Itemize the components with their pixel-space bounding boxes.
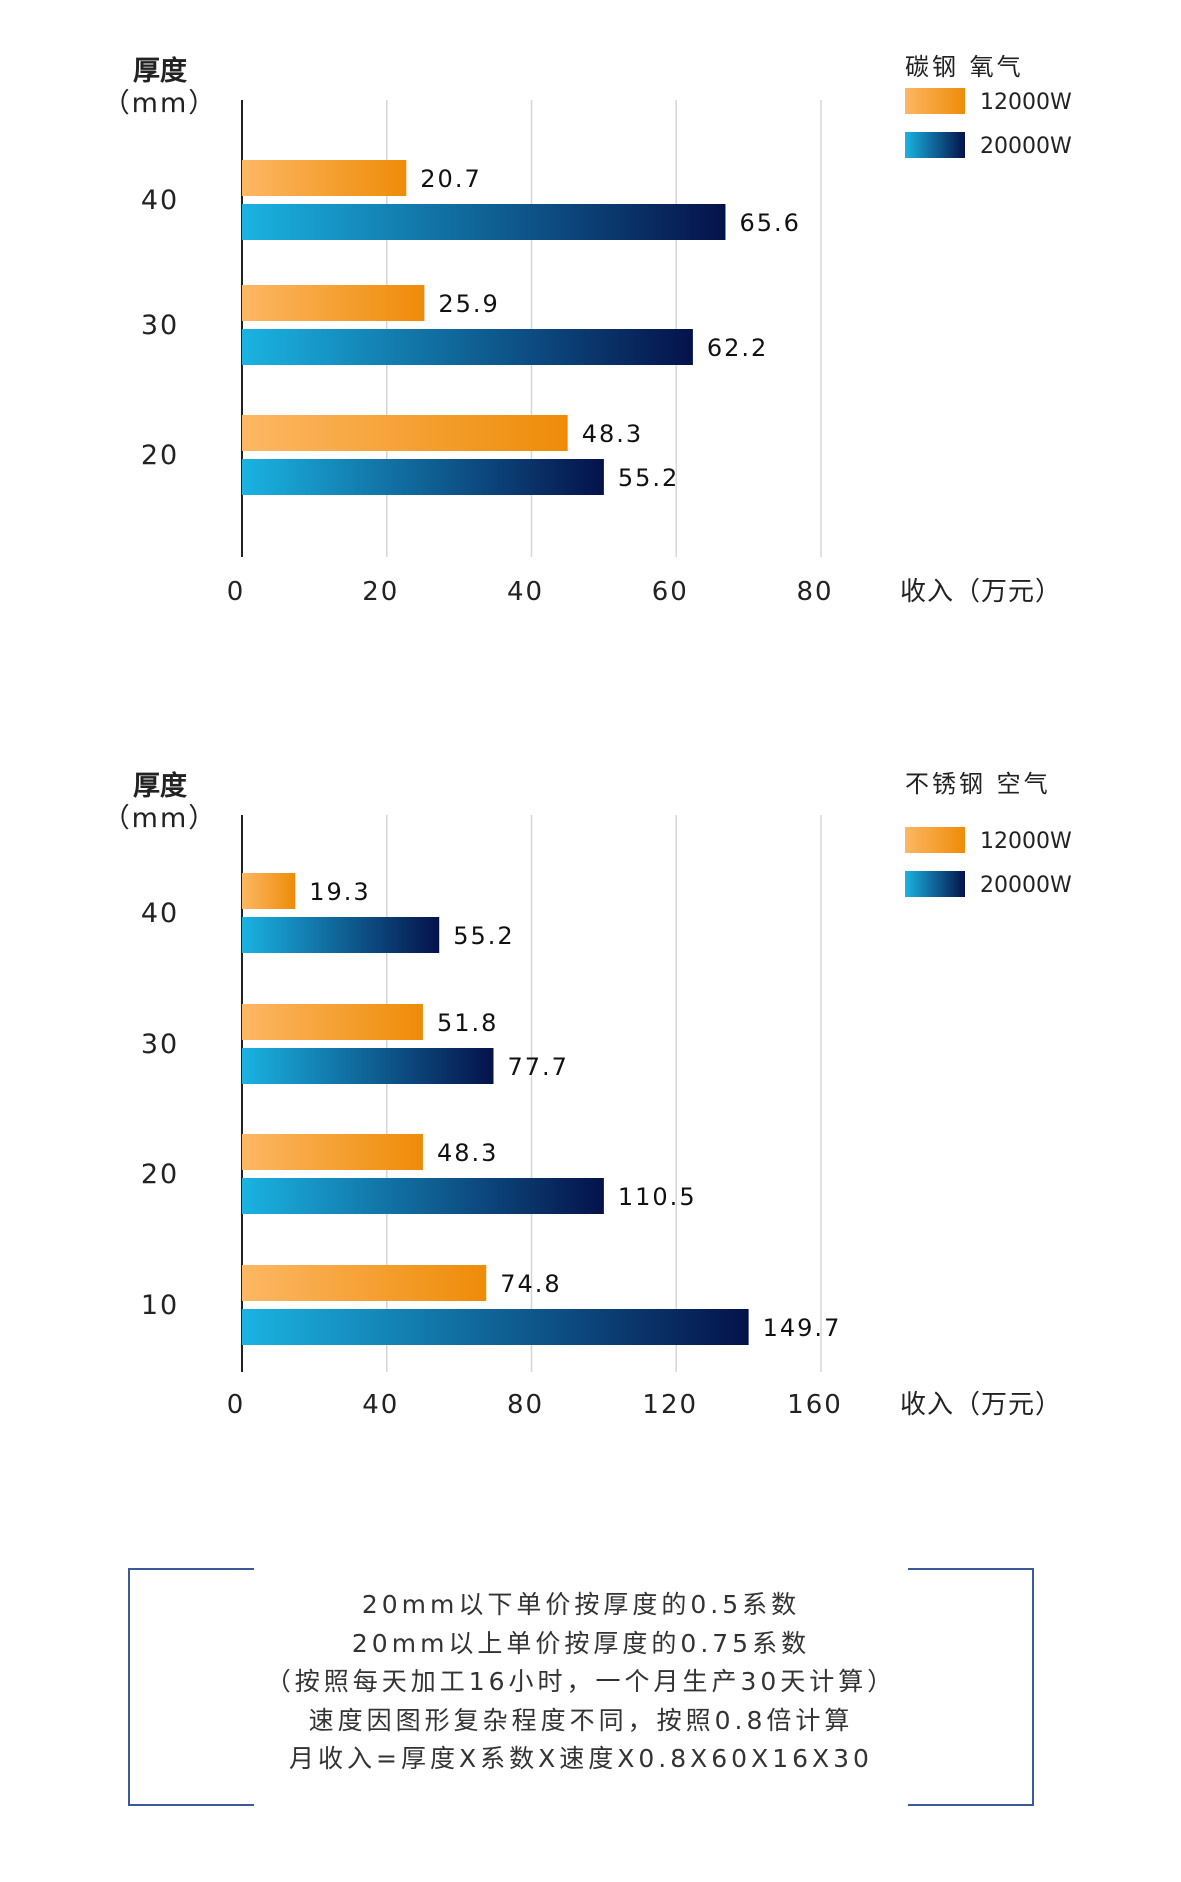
legend-title: 不锈钢 空气 (905, 770, 1051, 798)
note-bracket-right (908, 1568, 1034, 1806)
y-axis-label: 厚度 (133, 770, 187, 802)
data-label: 62.2 (707, 334, 768, 362)
bar-12000W (242, 873, 296, 909)
x-tick-label: 60 (652, 577, 689, 607)
note-line: 20mm以下单价按厚度的0.5系数 (361, 1590, 801, 1619)
x-tick-label: 160 (787, 1390, 843, 1420)
note-line: 速度因图形复杂程度不同，按照0.8倍计算 (308, 1705, 854, 1735)
y-category-label: 20 (141, 1159, 179, 1190)
y-category-label: 30 (141, 1029, 179, 1060)
x-axis-label: 收入（万元） (900, 1390, 1062, 1420)
note-bracket-left (128, 1568, 254, 1806)
data-label: 65.6 (739, 209, 800, 237)
legend-label: 12000W (980, 90, 1072, 115)
chart-carbon-steel: 0 20 40 60 80 收入（万元） 厚度（mm） 40 20.7 65.6 30 25.9 62.… (103, 53, 1072, 607)
x-tick-label: 40 (362, 1390, 399, 1420)
x-tick-label: 80 (796, 577, 833, 607)
data-label: 55.2 (618, 464, 679, 492)
x-tick-label: 80 (507, 1390, 544, 1420)
bar-12000W (242, 1265, 487, 1301)
data-label: 110.5 (618, 1183, 697, 1211)
bar-20000W (242, 1048, 494, 1084)
y-category-label: 30 (141, 310, 179, 341)
data-label: 48.3 (437, 1139, 498, 1167)
x-tick-label: 40 (507, 577, 544, 607)
bar-20000W (242, 459, 604, 495)
formula-note: 20mm以下单价按厚度的0.5系数 20mm以上单价按厚度的0.75系数 （按照… (128, 1568, 1034, 1806)
x-tick-label: 20 (362, 577, 399, 607)
x-axis-label: 收入（万元） (900, 577, 1062, 607)
data-label: 48.3 (582, 420, 643, 448)
legend-label: 12000W (980, 829, 1072, 854)
y-category-label: 40 (141, 185, 179, 216)
bar-20000W (242, 329, 693, 365)
y-category-label: 20 (141, 440, 179, 471)
bar-12000W (242, 415, 568, 451)
data-label: 51.8 (437, 1009, 498, 1037)
bar-12000W (242, 285, 425, 321)
bar-12000W (242, 1004, 423, 1040)
data-label: 74.8 (500, 1270, 561, 1298)
bar-20000W (242, 917, 440, 953)
y-category-label: 40 (141, 898, 179, 929)
bar-12000W (242, 160, 407, 196)
bar-20000W (242, 1178, 604, 1214)
y-category-label: 10 (141, 1290, 179, 1321)
data-label: 20.7 (420, 165, 481, 193)
y-axis-label: 厚度 (133, 55, 187, 87)
legend-swatch (905, 871, 965, 897)
x-tick-label: 0 (227, 577, 246, 607)
bar-20000W (242, 1309, 749, 1345)
y-axis-unit: （mm） (103, 803, 218, 834)
note-line: （按照每天加工16小时，一个月生产30天计算） (265, 1667, 897, 1697)
data-label: 19.3 (309, 878, 370, 906)
bar-20000W (242, 204, 726, 240)
chart-stainless-steel: 0 40 80 120 160 收入（万元） 厚度（mm） 40 19.3 55.2 30 51.8 7… (103, 770, 1072, 1420)
legend-title: 碳钢 氧气 (905, 53, 1024, 81)
note-line: 月收入=厚度X系数X速度X0.8X60X16X30 (289, 1744, 873, 1774)
legend-swatch (905, 132, 965, 158)
data-label: 25.9 (438, 290, 499, 318)
legend-label: 20000W (980, 873, 1072, 898)
legend-swatch (905, 88, 965, 114)
note-lines: 20mm以下单价按厚度的0.5系数 20mm以上单价按厚度的0.75系数 （按照… (128, 1586, 1034, 1779)
y-axis-unit: （mm） (103, 88, 218, 119)
x-tick-label: 120 (642, 1390, 698, 1420)
data-label: 149.7 (763, 1314, 842, 1342)
legend-label: 20000W (980, 134, 1072, 159)
legend-swatch (905, 827, 965, 853)
bar-12000W (242, 1134, 423, 1170)
data-label: 77.7 (508, 1053, 569, 1081)
note-line: 20mm以上单价按厚度的0.75系数 (351, 1628, 811, 1658)
data-label: 55.2 (453, 922, 514, 950)
x-tick-label: 0 (227, 1390, 246, 1420)
